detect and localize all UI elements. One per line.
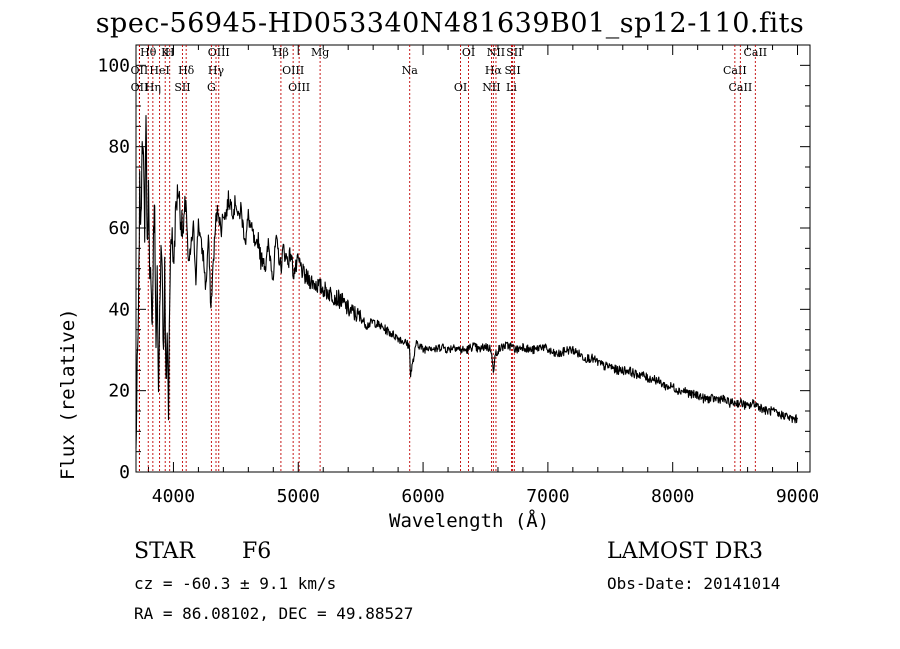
y-axis-label: Flux (relative) (57, 308, 79, 480)
line-label: Hη (145, 81, 161, 94)
observation-date: Obs-Date: 20141014 (607, 574, 781, 593)
survey-name: LAMOST DR3 (607, 539, 763, 564)
y-tick-label: 100 (97, 55, 130, 76)
spectrum-line (135, 115, 799, 449)
y-tick-label: 40 (108, 299, 130, 320)
line-label: SII (506, 46, 522, 59)
line-label: Hγ (208, 64, 225, 77)
x-tick-label: 6000 (401, 486, 444, 507)
x-axis-label: Wavelength (Å) (389, 510, 550, 532)
line-label: G (207, 81, 216, 94)
line-label: Hβ (273, 46, 289, 59)
y-tick-label: 60 (108, 218, 130, 239)
line-label: Hα (485, 64, 503, 77)
line-label: OIII (208, 46, 230, 59)
line-label: OII (131, 81, 149, 94)
y-tick-label: 20 (108, 381, 130, 402)
plot-frame (135, 44, 811, 473)
line-label: HeI (149, 64, 169, 77)
x-tick-label: 5000 (277, 486, 320, 507)
redshift-velocity: cz = -60.3 ± 9.1 km/s (134, 574, 337, 593)
line-label: OI (462, 46, 475, 59)
line-label: Li (506, 81, 517, 94)
line-label: OI (454, 81, 467, 94)
line-label: NII (487, 46, 505, 59)
line-label: Hδ (178, 64, 195, 77)
line-label: Mg (311, 46, 329, 59)
chart-title: spec-56945-HD053340N481639B01_sp12-110.f… (95, 8, 805, 39)
x-tick-label: 8000 (651, 486, 694, 507)
x-tick-label: 9000 (776, 486, 819, 507)
line-label: H (165, 46, 175, 59)
x-tick-label: 7000 (526, 486, 569, 507)
line-label: CaII (729, 81, 753, 94)
line-label: SII (504, 64, 520, 77)
y-tick-label: 80 (108, 137, 130, 158)
line-label: CaII (723, 64, 747, 77)
line-label: NII (482, 81, 500, 94)
line-label: K (161, 46, 170, 59)
x-tick-label: 4000 (152, 486, 195, 507)
line-label: Hθ (140, 46, 157, 59)
line-label: SII (174, 81, 190, 94)
line-label: Na (402, 64, 419, 77)
object-class: STAR (134, 539, 195, 564)
sky-coordinates: RA = 86.08102, DEC = 49.88527 (134, 604, 414, 623)
object-subclass: F6 (242, 539, 272, 564)
line-label: CaII (743, 46, 767, 59)
y-tick-label: 0 (119, 462, 130, 483)
line-label: OIII (288, 81, 310, 94)
line-label: OIII (282, 64, 304, 77)
